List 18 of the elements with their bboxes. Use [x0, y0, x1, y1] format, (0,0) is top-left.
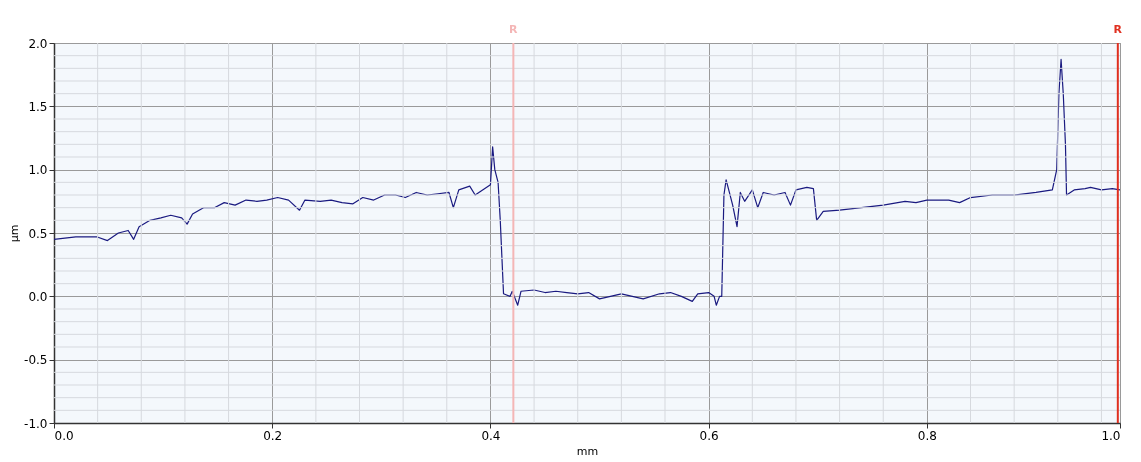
x-tick-label: 0.4: [481, 428, 501, 443]
x-tick-label: 0.0: [54, 428, 74, 443]
y-tick-label: -0.5: [24, 353, 48, 368]
y-tick-label: 0.0: [28, 289, 48, 304]
x-tick-label: 0.2: [263, 428, 283, 443]
y-tick-label: -1.0: [24, 416, 48, 431]
y-axis-title: µm: [8, 224, 22, 243]
y-tick-label: 0.5: [28, 226, 48, 241]
x-tick-label: 0.8: [917, 428, 937, 443]
ref-line-label: R: [509, 23, 519, 36]
line-series: [54, 58, 1120, 306]
y-tick-label: 1.5: [28, 99, 48, 114]
x-tick-label: 0.6: [699, 428, 719, 443]
y-tick-label: 2.0: [28, 36, 48, 51]
x-axis-title: mm: [576, 444, 599, 458]
y-tick-label: 1.0: [28, 163, 48, 178]
ref-line-label: R: [1113, 23, 1123, 36]
x-tick-label: 1.0: [1101, 428, 1121, 443]
